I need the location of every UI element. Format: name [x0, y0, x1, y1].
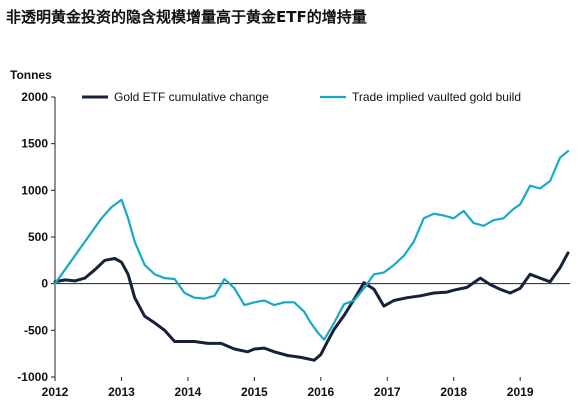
series-line-vaulted-gold [53, 150, 570, 341]
chart-title: 非透明黄金投资的隐含规模增量高于黄金ETF的增持量 [6, 8, 367, 26]
legend-label: Gold ETF cumulative change [114, 90, 269, 104]
y-tick-label: 500 [28, 230, 48, 244]
x-tick-label: 2014 [175, 385, 202, 399]
x-tick-label: 2012 [42, 385, 69, 399]
x-tick-label: 2013 [108, 385, 135, 399]
y-tick-label: 1500 [21, 137, 48, 151]
legend: Gold ETF cumulative change Trade implied … [82, 90, 521, 104]
y-tick-label: -500 [24, 323, 48, 337]
x-tick-label: 2016 [307, 385, 334, 399]
series-line-gold-etf [53, 251, 570, 362]
x-tick-label: 2015 [241, 385, 268, 399]
series-lines [53, 150, 570, 362]
x-tick-label: 2018 [440, 385, 467, 399]
y-tick-label: -1000 [17, 370, 48, 384]
x-tick-label: 2017 [374, 385, 401, 399]
y-tick-label: 1000 [21, 183, 48, 197]
y-tick-label: 2000 [21, 90, 48, 104]
axes: -1000 -500 0 500 1000 1500 2000 2012 2013 2014 201… [17, 90, 570, 399]
legend-label: Trade implied vaulted gold build [352, 90, 521, 104]
y-axis-unit-label: Tonnes [10, 68, 52, 82]
x-tick-label: 2019 [507, 385, 534, 399]
y-tick-label: 0 [41, 277, 48, 291]
